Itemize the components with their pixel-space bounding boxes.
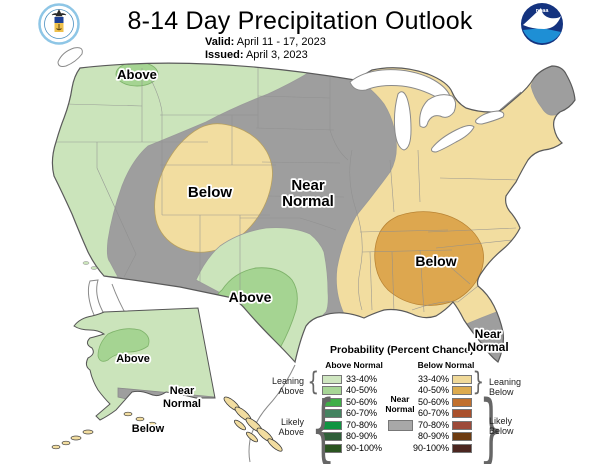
- aleutian-islands: [51, 411, 157, 450]
- valid-line: Valid: April 11 - 17, 2023: [205, 36, 326, 48]
- issued-line: Issued: April 3, 2023: [205, 49, 308, 61]
- region-se-below40: [374, 211, 484, 306]
- page-title: 8-14 Day Precipitation Outlook: [127, 7, 473, 35]
- anchor-icon: [56, 24, 62, 31]
- legend-swatch-above-70: [322, 421, 342, 430]
- legend-swatch-above-60: [322, 409, 342, 418]
- legend-pct-above-90: 90-100%: [346, 443, 383, 453]
- label-leaning-below: Leaning Below: [489, 377, 522, 397]
- legend-pct-above-70: 70-80%: [346, 420, 378, 430]
- legend-above-header: Above Normal: [325, 360, 383, 370]
- label-leaning-above: Leaning Above: [271, 376, 304, 396]
- doc-seal-logo: [38, 3, 80, 45]
- legend-swatch-above-80: [322, 432, 342, 441]
- legend-swatch-below-70: [452, 421, 472, 430]
- legend-swatch-above-33: [322, 375, 342, 384]
- label-likely-above: Likely Above: [278, 417, 304, 437]
- great-lakes: [349, 69, 505, 153]
- lake-ontario: [475, 110, 505, 125]
- channel-islands: [82, 261, 98, 270]
- legend-pct-above-33: 33-40%: [346, 374, 378, 384]
- legend-title: Probability (Percent Chance): [330, 344, 474, 356]
- legend-pct-above-40: 40-50%: [346, 385, 378, 395]
- alaska-outline: [73, 307, 216, 421]
- region-4corners-below33: [154, 123, 273, 253]
- brace-leaning-below: }: [472, 367, 485, 397]
- legend-pct-above-50: 50-60%: [346, 397, 378, 407]
- legend-pct-below-90: 90-100%: [412, 443, 449, 453]
- label-likely-below: Likely Below: [489, 416, 514, 436]
- legend-near-normal-swatch: [388, 420, 413, 431]
- legend-pct-above-80: 80-90%: [346, 431, 378, 441]
- noaa-bird-icon: [523, 8, 561, 29]
- noaa-logo-text: noaa: [536, 8, 550, 14]
- lake-erie: [431, 125, 475, 153]
- lake-michigan: [393, 91, 412, 151]
- legend-swatch-below-40: [452, 386, 472, 395]
- valid-issued-block: Valid: April 11 - 17, 2023 Issued: April…: [205, 36, 326, 62]
- vancouver-island: [57, 47, 83, 67]
- conus-outline: [51, 62, 576, 364]
- legend-pct-below-40: 40-50%: [417, 385, 449, 395]
- legend-pct-below-60: 60-70%: [417, 408, 449, 418]
- legend-near-normal-label: Near Normal: [385, 394, 415, 414]
- noaa-logo: noaa: [521, 3, 563, 45]
- brace-likely-below: }: [479, 383, 504, 464]
- legend-swatch-above-50: [322, 398, 342, 407]
- legend-swatch-above-90: [322, 444, 342, 453]
- legend-swatch-below-50: [452, 398, 472, 407]
- legend-swatch-below-90: [452, 444, 472, 453]
- legend-pct-below-33: 33-40%: [417, 374, 449, 384]
- brace-leaning-above: {: [307, 367, 320, 397]
- legend-swatch-below-60: [452, 409, 472, 418]
- legend-pct-below-80: 80-90%: [417, 431, 449, 441]
- region-nw-above40: [115, 63, 159, 87]
- legend-below-header: Below Normal: [417, 360, 475, 370]
- legend-swatch-below-33: [452, 375, 472, 384]
- legend-pct-above-60: 60-70%: [346, 408, 378, 418]
- legend-pct-below-70: 70-80%: [417, 420, 449, 430]
- ak-above40: [97, 328, 150, 362]
- legend-pct-below-50: 50-60%: [417, 397, 449, 407]
- brace-likely-above: {: [311, 383, 336, 464]
- lake-huron: [419, 94, 457, 128]
- header: 8-14 Day Precipitation Outlook Valid: Ap…: [0, 0, 600, 64]
- legend-swatch-below-80: [452, 432, 472, 441]
- eagle-icon: [51, 9, 67, 17]
- ak-panhandle: [223, 396, 283, 452]
- legend-swatch-above-40: [322, 386, 342, 395]
- state-borders: [56, 64, 521, 313]
